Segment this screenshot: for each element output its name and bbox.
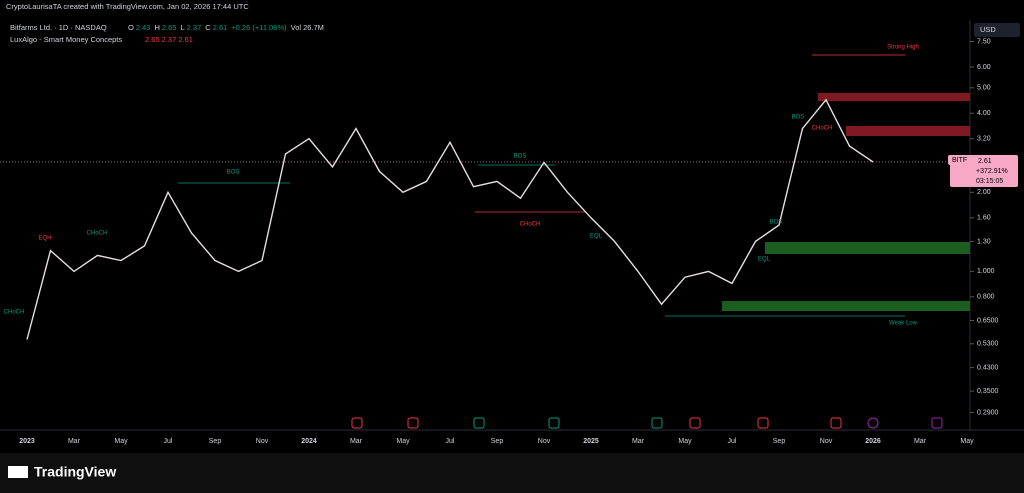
footer <box>0 453 1024 493</box>
ticker-bg <box>948 155 970 165</box>
y-tick-label: 0.5300 <box>977 341 999 348</box>
x-tick-label: Sep <box>491 438 504 445</box>
order-block <box>818 93 970 101</box>
header-value: 2.43 <box>136 23 151 32</box>
x-tick-label: Jul <box>728 438 737 445</box>
annotation: CHoCH <box>4 310 25 316</box>
price-tag-change: +372.91% <box>976 168 1008 175</box>
annotation: Strong High <box>887 45 919 51</box>
currency: USD <box>980 25 996 34</box>
annotation: EQL <box>758 257 771 263</box>
x-tick-label: Jul <box>446 438 455 445</box>
y-tick-label: 4.00 <box>977 110 991 117</box>
y-tick-label: 1.000 <box>977 268 995 275</box>
header-value: +0.26 (+11.06%) <box>231 23 287 32</box>
price-tag-countdown: 03:15:05 <box>976 178 1003 185</box>
header-value: 2.37 <box>187 23 202 32</box>
y-tick-label: 2.00 <box>977 189 991 196</box>
x-tick-label: Nov <box>256 438 269 445</box>
y-tick-label: 0.6500 <box>977 317 999 324</box>
x-tick-label: May <box>678 438 692 445</box>
x-tick-label: 2023 <box>19 438 35 445</box>
annotation: CHoCH <box>812 126 833 132</box>
y-tick-label: 1.30 <box>977 238 991 245</box>
x-tick-label: May <box>114 438 128 445</box>
y-tick-label: 6.00 <box>977 64 991 71</box>
logo-mark <box>8 466 28 478</box>
y-tick-label: 0.4300 <box>977 364 999 371</box>
header-value: H <box>154 23 159 32</box>
logo: TradingView <box>34 464 116 480</box>
header-value: L <box>180 23 184 32</box>
y-tick-label: 0.2900 <box>977 409 999 416</box>
price-tag-price: 2.61 <box>978 158 992 165</box>
x-tick-label: Mar <box>350 438 363 445</box>
x-tick-label: Jul <box>164 438 173 445</box>
x-tick-label: Mar <box>914 438 927 445</box>
annotation: BOS <box>792 115 805 121</box>
y-tick-label: 3.20 <box>977 136 991 143</box>
x-tick-label: 2025 <box>583 438 599 445</box>
indicator: LuxAlgo - Smart Money Concepts <box>10 35 122 44</box>
x-tick-label: Mar <box>632 438 645 445</box>
header-value: 2.65 <box>162 23 177 32</box>
header-value: 26.7M <box>303 23 324 32</box>
annotation: EQH <box>38 236 51 242</box>
annotation: BOS <box>227 170 240 176</box>
x-tick-label: Sep <box>773 438 786 445</box>
y-tick-label: 1.60 <box>977 215 991 222</box>
x-tick-label: Nov <box>820 438 833 445</box>
order-block <box>846 126 970 136</box>
order-block <box>722 301 970 311</box>
x-tick-label: 2026 <box>865 438 881 445</box>
price-line <box>26 98 874 340</box>
event-icons <box>351 417 943 429</box>
x-tick-label: May <box>960 438 974 445</box>
annotation: BOS <box>514 154 527 160</box>
header-value: O <box>128 23 134 32</box>
x-tick-label: 2024 <box>301 438 317 445</box>
x-tick-label: Nov <box>538 438 551 445</box>
annotation: EQL <box>590 234 603 240</box>
y-tick-label: 5.00 <box>977 85 991 92</box>
y-tick-label: 7.50 <box>977 38 991 45</box>
price-tag-ticker: BITF <box>952 157 967 164</box>
annotation: Weak Low <box>889 321 918 327</box>
indicator-values: 2.65 2.37 2.61 <box>145 35 193 44</box>
y-tick-label: 0.3500 <box>977 388 999 395</box>
credit: CryptoLaurisaTA created with TradingView… <box>6 2 249 11</box>
currency-box <box>974 23 1020 37</box>
x-tick-label: May <box>396 438 410 445</box>
order-block <box>765 242 970 254</box>
x-tick-label: Mar <box>68 438 81 445</box>
symbol: Bitfarms Ltd. · 1D · NASDAQ <box>10 23 107 32</box>
header-value: 2.61 <box>213 23 228 32</box>
header-value: Vol <box>291 23 302 32</box>
x-tick-label: Sep <box>209 438 222 445</box>
annotation: CHoCH <box>87 231 108 237</box>
y-tick-label: 0.800 <box>977 294 995 301</box>
header-value: C <box>205 23 211 32</box>
annotation: CHoCH <box>520 222 541 228</box>
annotation: BOS <box>770 220 783 226</box>
